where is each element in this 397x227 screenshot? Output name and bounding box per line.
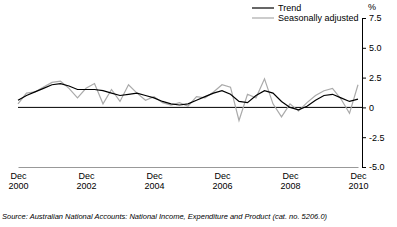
source-note: Source: Australian National Accounts: Na… xyxy=(2,212,328,221)
y-tick-label: -2.5 xyxy=(369,133,385,143)
x-tick: Dec2010 xyxy=(348,167,368,191)
y-tick-label: 0 xyxy=(369,103,374,113)
x-tick-label: Dec2008 xyxy=(280,171,300,191)
zero-line xyxy=(18,107,362,108)
y-tick-label: 5.0 xyxy=(369,43,382,53)
legend-swatch xyxy=(252,7,274,8)
x-tick-label: Dec2006 xyxy=(212,171,232,191)
y-tick-mark xyxy=(362,167,366,168)
y-tick-mark xyxy=(362,18,366,19)
y-tick: 5.0 xyxy=(362,43,382,53)
series-line xyxy=(18,79,358,121)
y-tick-mark xyxy=(362,107,366,108)
chart: -5.0 -2.5 0 2.5 5.0 7.5% Dec2000 Dec2002 Dec2004… xyxy=(0,0,397,227)
x-tick-label: Dec2004 xyxy=(144,171,164,191)
y-tick: -2.5 xyxy=(362,133,385,143)
y-tick-label: 2.5 xyxy=(369,73,382,83)
y-tick: 2.5 xyxy=(362,73,382,83)
y-tick-mark xyxy=(362,78,366,79)
y-tick-mark xyxy=(362,137,366,138)
x-axis: Dec2000 Dec2002 Dec2004 Dec2006 Dec2008 Dec20… xyxy=(8,167,368,191)
legend-label: Trend xyxy=(278,3,301,13)
y-tick: 7.5 xyxy=(362,13,382,23)
x-tick: Dec2004 xyxy=(144,167,164,191)
x-tick: Dec2000 xyxy=(8,167,28,191)
x-tick-label: Dec2010 xyxy=(348,171,368,191)
legend-label: Seasonally adjusted xyxy=(278,13,359,23)
plot-area xyxy=(18,79,358,121)
x-tick-label: Dec2000 xyxy=(8,171,28,191)
legend-swatch xyxy=(252,17,274,18)
y-axis: -5.0 -2.5 0 2.5 5.0 7.5 xyxy=(362,13,385,172)
y-axis-line xyxy=(363,19,367,168)
y-label: % xyxy=(368,2,376,12)
x-tick: Dec2002 xyxy=(76,167,96,191)
y-tick-label: -5.0 xyxy=(369,162,385,172)
x-tick-label: Dec2002 xyxy=(76,171,96,191)
y-tick: 0 xyxy=(362,103,374,113)
legend: TrendSeasonally adjusted xyxy=(252,3,359,23)
x-tick: Dec2008 xyxy=(280,167,300,191)
y-tick-label: 7.5 xyxy=(369,13,382,23)
x-axis-line xyxy=(19,167,359,168)
series-line xyxy=(18,84,358,110)
x-tick: Dec2006 xyxy=(212,167,232,191)
y-tick-mark xyxy=(362,48,366,49)
